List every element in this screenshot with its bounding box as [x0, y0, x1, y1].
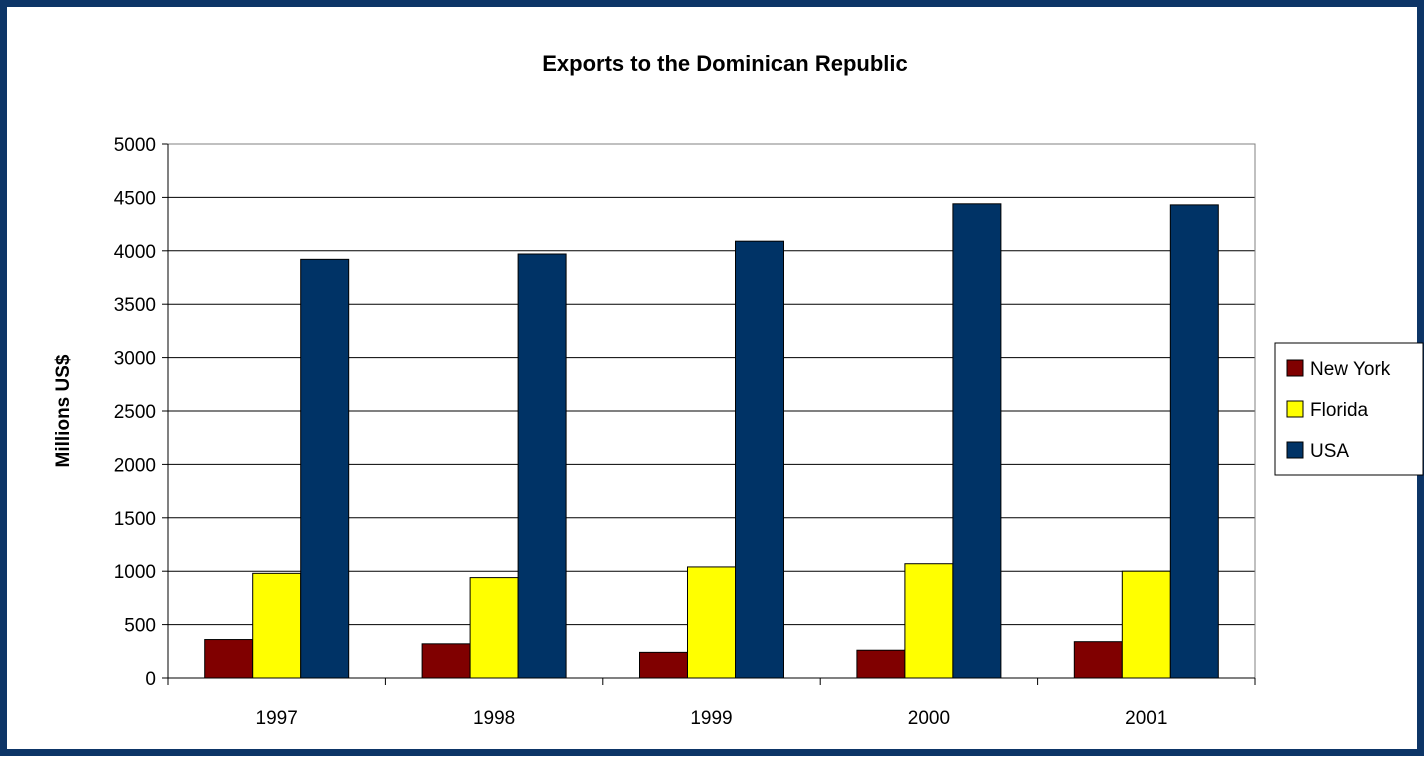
bar — [1121, 570, 1171, 679]
bar — [517, 253, 567, 679]
y-tick-label: 1500 — [114, 509, 156, 530]
legend-swatch — [1286, 441, 1304, 459]
y-axis-label: Millions US$ — [53, 354, 74, 467]
bar — [1169, 204, 1219, 679]
y-tick-label: 2000 — [114, 455, 156, 476]
bar — [1073, 641, 1123, 679]
y-tick-label: 0 — [145, 669, 156, 690]
bar — [252, 572, 302, 679]
x-tick-label: 1997 — [256, 708, 298, 729]
y-tick-label: 500 — [124, 616, 156, 637]
legend-label: New York — [1310, 359, 1391, 380]
y-tick-label: 2500 — [114, 402, 156, 423]
y-tick-label: 3000 — [114, 349, 156, 370]
bar — [300, 258, 350, 679]
y-tick-label: 3500 — [114, 295, 156, 316]
bar — [952, 203, 1002, 679]
y-tick-label: 1000 — [114, 562, 156, 583]
x-tick-label: 1999 — [690, 708, 732, 729]
x-tick-label: 2000 — [908, 708, 950, 729]
y-tick-label: 4500 — [114, 188, 156, 209]
bar — [687, 566, 736, 679]
x-tick-label: 1998 — [473, 708, 515, 729]
bar — [421, 643, 471, 679]
legend: New York Florida USA — [1274, 342, 1424, 476]
plot-area: 0 500 1000 1500 2000 2500 3000 3500 4000 4500 5000… — [114, 135, 1256, 729]
y-tick-label: 5000 — [114, 135, 156, 156]
bar-chart: Exports to the Dominican Republic Millio… — [53, 51, 1424, 729]
x-tick-label: 2001 — [1125, 708, 1167, 729]
bar — [469, 577, 519, 679]
legend-label: Florida — [1310, 400, 1369, 421]
legend-swatch — [1286, 359, 1304, 377]
legend-label: USA — [1310, 441, 1349, 462]
bar — [204, 639, 254, 679]
bar — [856, 649, 906, 679]
bar — [904, 563, 954, 679]
bar — [639, 651, 688, 679]
chart-title: Exports to the Dominican Republic — [542, 51, 907, 76]
y-tick-label: 4000 — [114, 242, 156, 263]
legend-swatch — [1286, 400, 1304, 418]
bar — [735, 240, 784, 679]
